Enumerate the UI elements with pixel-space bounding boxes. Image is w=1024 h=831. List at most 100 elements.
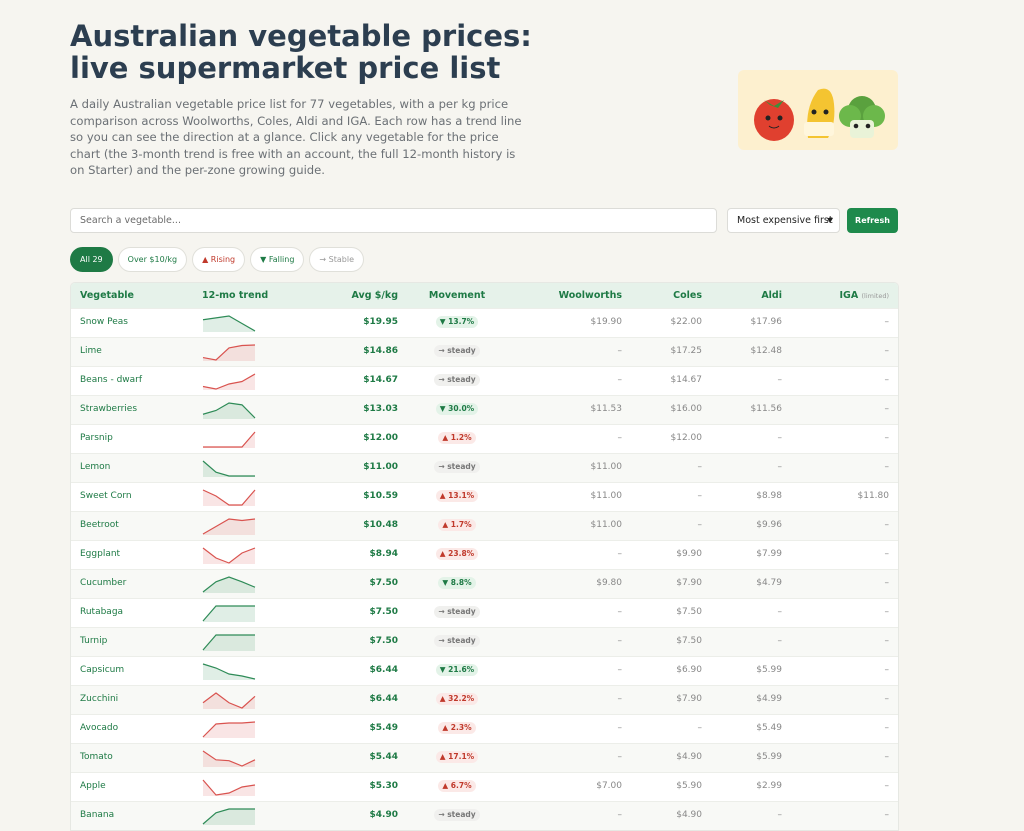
trend-cell — [202, 689, 256, 722]
aldi-price: – — [777, 810, 783, 820]
vegetable-name[interactable]: Parsnip — [80, 433, 113, 443]
woolworths-price: $9.80 — [596, 578, 622, 588]
coles-price: – — [697, 491, 703, 501]
sparkline-line — [202, 489, 256, 506]
iga-price: – — [884, 520, 890, 530]
filter-pill[interactable]: All 29 — [70, 247, 113, 272]
sparkline — [202, 634, 255, 651]
vegetable-name[interactable]: Zucchini — [80, 694, 119, 704]
movement-badge: ▲ 2.3% — [438, 722, 476, 734]
sort-select[interactable]: Most expensive first — [727, 208, 840, 233]
table-row[interactable]: Capsicum $6.44 ▼ 21.6% – $6.90 $5.99 – — [71, 656, 898, 685]
table-row[interactable]: Apple $5.30 ▲ 6.7% $7.00 $5.90 $2.99 – — [71, 772, 898, 801]
sparkline-line — [202, 634, 255, 651]
title-line: Australian vegetable prices: — [70, 19, 532, 53]
table-row[interactable]: Parsnip $12.00 ▲ 1.2% – $12.00 – – — [71, 424, 898, 453]
vegetable-name[interactable]: Apple — [80, 781, 106, 791]
trend-cell — [202, 631, 256, 664]
aldi-price: $5.99 — [756, 665, 782, 675]
trend-cell — [202, 776, 256, 809]
coles-price: $4.90 — [676, 810, 702, 820]
sparkline-area — [203, 548, 255, 564]
table-row[interactable]: Turnip $7.50 → steady – $7.50 – – — [71, 627, 898, 656]
column-header: Vegetable — [80, 290, 134, 301]
search-input[interactable]: Search a vegetable... — [70, 208, 717, 233]
table-row[interactable]: Snow Peas $19.95 ▼ 13.7% $19.90 $22.00 $17.96… — [71, 308, 898, 337]
trend-cell — [202, 370, 256, 403]
table-row[interactable]: Zucchini $6.44 ▲ 32.2% – $7.90 $4.99 – — [71, 685, 898, 714]
woolworths-price: $11.00 — [590, 520, 623, 530]
aldi-price: – — [777, 607, 783, 617]
table-row[interactable]: Banana $4.90 → steady – $4.90 – – — [71, 801, 898, 830]
vegetable-name[interactable]: Tomato — [80, 752, 113, 762]
vegetable-name[interactable]: Snow Peas — [80, 317, 128, 327]
coles-price: $7.50 — [676, 607, 702, 617]
vegetable-name[interactable]: Avocado — [80, 723, 119, 733]
avg-price: $7.50 — [369, 607, 398, 617]
iga-price: – — [884, 752, 890, 762]
table-row[interactable]: Eggplant $8.94 ▲ 23.8% – $9.90 $7.99 – — [71, 540, 898, 569]
table-row[interactable]: Lemon $11.00 → steady $11.00 – – – — [71, 453, 898, 482]
table-row[interactable]: Tomato $5.44 ▲ 17.1% – $4.90 $5.99 – — [71, 743, 898, 772]
avg-price: $14.86 — [363, 346, 398, 356]
table-row[interactable]: Beetroot $10.48 ▲ 1.7% $11.00 – $9.96 – — [71, 511, 898, 540]
sparkline-area — [203, 461, 255, 477]
movement-badge: ▲ 1.7% — [438, 519, 476, 531]
movement-cell: → steady — [416, 628, 498, 655]
vegetable-name[interactable]: Capsicum — [80, 665, 125, 675]
table-row[interactable]: Lime $14.86 → steady – $17.25 $12.48 – — [71, 337, 898, 366]
vegetable-name[interactable]: Beans - dwarf — [80, 375, 143, 385]
movement-badge: ▲ 23.8% — [435, 548, 479, 560]
table-row[interactable]: Rutabaga $7.50 → steady – $7.50 – – — [71, 598, 898, 627]
column-header: 12-mo trend — [202, 290, 269, 301]
sparkline-area — [203, 374, 255, 390]
movement-cell: → steady — [416, 367, 498, 394]
movement-cell: → steady — [416, 454, 498, 481]
vegetable-name[interactable]: Lemon — [80, 462, 111, 472]
movement-badge: → steady — [434, 345, 480, 357]
sparkline-area — [203, 693, 255, 709]
sparkline-area — [203, 722, 255, 738]
vegetable-name[interactable]: Turnip — [80, 636, 108, 646]
woolworths-price: – — [617, 636, 623, 646]
vegetable-name[interactable]: Cucumber — [80, 578, 127, 588]
sparkline — [202, 344, 256, 361]
filter-pill[interactable]: → Stable — [309, 247, 364, 272]
vegetable-name[interactable]: Lime — [80, 346, 102, 356]
vegetable-name[interactable]: Sweet Corn — [80, 491, 132, 501]
woolworths-price: – — [617, 346, 623, 356]
vegetable-name[interactable]: Strawberries — [80, 404, 138, 414]
filter-pill[interactable]: Over $10/kg — [117, 247, 188, 272]
filter-pill[interactable]: ▲ Rising — [192, 247, 246, 272]
page: Australian vegetable prices: live superma… — [70, 19, 899, 831]
aldi-price: $11.56 — [750, 404, 783, 414]
movement-cell: ▼ 30.0% — [416, 396, 498, 423]
aldi-price: $17.96 — [750, 317, 783, 327]
coles-price: $6.90 — [676, 665, 702, 675]
sparkline-line — [202, 576, 256, 593]
coles-price: $12.00 — [670, 433, 703, 443]
movement-cell: → steady — [416, 599, 498, 626]
sparkline-line — [202, 344, 256, 361]
column-header: Woolworths — [558, 290, 622, 301]
refresh-button[interactable]: Refresh — [847, 208, 898, 233]
movement-cell: ▲ 32.2% — [416, 686, 498, 713]
avg-price: $8.94 — [369, 549, 398, 559]
movement-cell: → steady — [416, 802, 498, 829]
vegetable-name[interactable]: Rutabaga — [80, 607, 124, 617]
column-header: Coles — [673, 290, 702, 301]
table-row[interactable]: Sweet Corn $10.59 ▲ 13.1% $11.00 – $8.98 $11.8… — [71, 482, 898, 511]
aldi-price: $4.99 — [756, 694, 782, 704]
table-row[interactable]: Beans - dwarf $14.67 → steady – $14.67 – – — [71, 366, 898, 395]
trend-cell — [202, 544, 256, 577]
iga-price: – — [884, 665, 890, 675]
table-row[interactable]: Cucumber $7.50 ▼ 8.8% $9.80 $7.90 $4.79 – — [71, 569, 898, 598]
avg-price: $6.44 — [369, 665, 398, 675]
filter-pill[interactable]: ▼ Falling — [250, 247, 305, 272]
table-row[interactable]: Strawberries $13.03 ▼ 30.0% $11.53 $16.00 $11… — [71, 395, 898, 424]
vegetable-name[interactable]: Eggplant — [80, 549, 121, 559]
vegetable-name[interactable]: Beetroot — [80, 520, 119, 530]
vegetable-name[interactable]: Banana — [80, 810, 115, 820]
table-row[interactable]: Avocado $5.49 ▲ 2.3% – – $5.49 – — [71, 714, 898, 743]
woolworths-price: – — [617, 810, 623, 820]
